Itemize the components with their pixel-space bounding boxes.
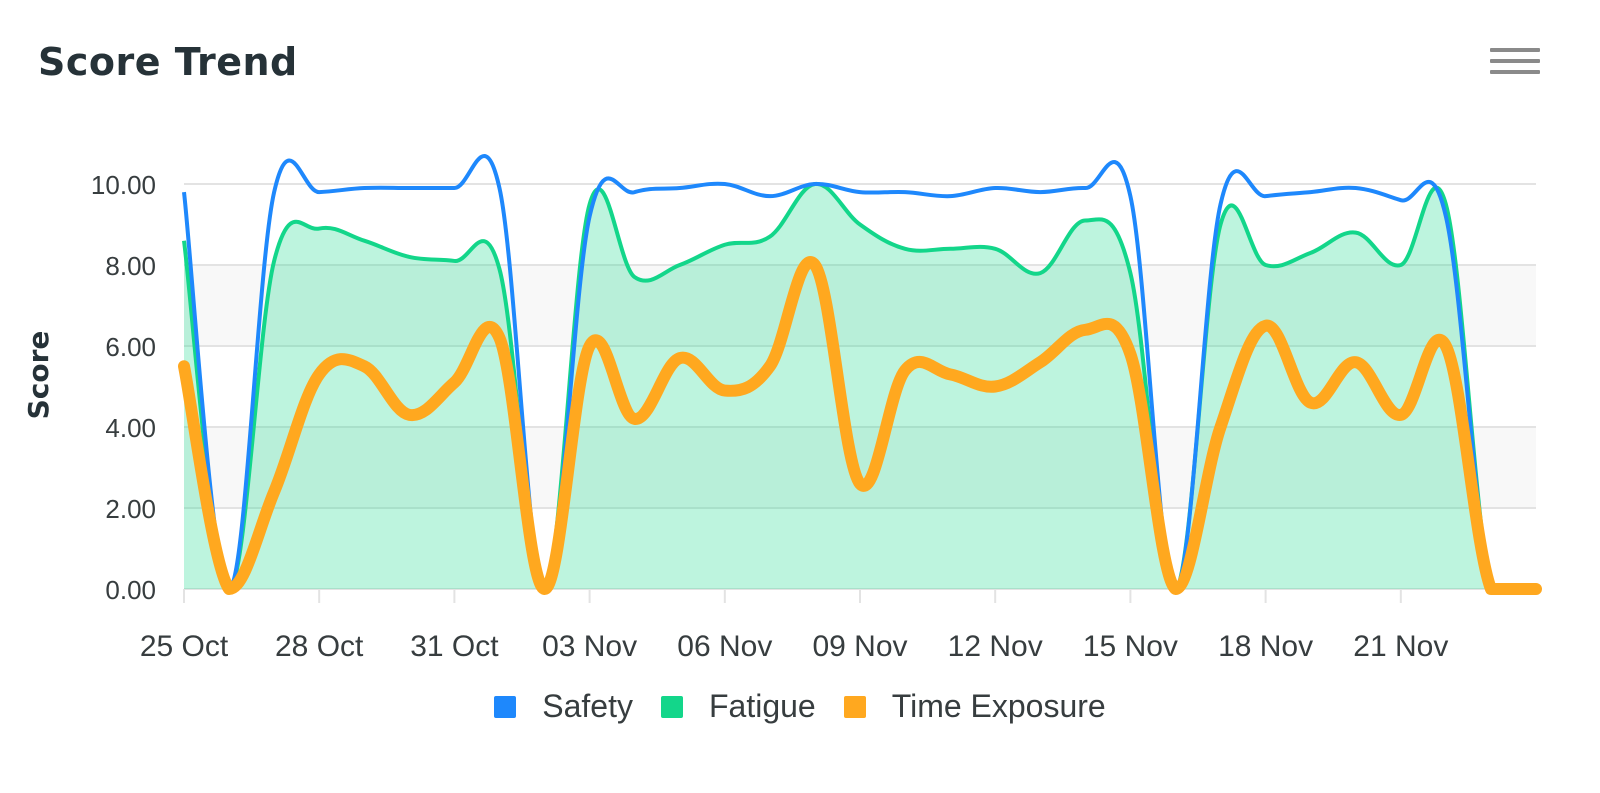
x-tick-label: 06 Nov [677,630,772,663]
x-tick-label: 12 Nov [948,630,1043,663]
x-tick-label: 31 Oct [410,630,499,663]
legend-marker-icon [660,695,683,718]
x-tick-label: 28 Oct [275,630,364,663]
grid-band [184,427,1536,508]
legend-item-fatigue[interactable]: Fatigue [660,688,816,725]
score-trend-chart: 0.00 2.00 4.00 6.00 8.00 10.00 Score 25 Oct 28 O… [22,154,1542,663]
legend-item-safety[interactable]: Safety [494,688,633,725]
y-tick-label: 0.00 [105,575,156,605]
legend-label: Safety [542,688,633,724]
time-exposure-line [178,256,1542,595]
x-tick-label: 15 Nov [1083,630,1178,663]
legend-marker-icon [494,695,517,718]
legend-item-time-exposure[interactable]: Time Exposure [843,688,1106,725]
x-tick-label: 09 Nov [812,630,907,663]
safety-line [182,154,1536,591]
legend-label: Fatigue [708,688,816,724]
x-tick-label: 25 Oct [140,630,229,663]
x-tick-label: 03 Nov [542,630,637,663]
legend-label: Time Exposure [891,688,1106,724]
y-tick-label: 8.00 [105,251,156,281]
chart-title: Score Trend [38,40,298,84]
legend-marker-icon [843,695,866,718]
fatigue-line [182,182,1536,591]
grid-band [184,265,1536,346]
y-tick-label: 10.00 [91,170,156,200]
x-tick-label: 18 Nov [1218,630,1313,663]
x-tick-label: 21 Nov [1353,630,1448,663]
y-tick-label: 6.00 [105,332,156,362]
y-tick-label: 2.00 [105,494,156,524]
y-axis-title: Score [22,331,55,420]
y-tick-label: 4.00 [105,413,156,443]
chart-legend: Safety Fatigue Time Exposure [0,688,1600,725]
hamburger-menu-icon[interactable] [1490,48,1540,86]
